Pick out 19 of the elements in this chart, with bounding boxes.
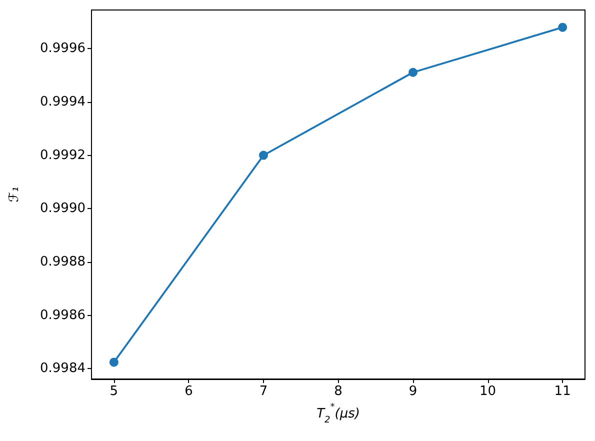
x-tick-label: 8 [334, 384, 342, 399]
point [558, 22, 568, 32]
y-tick-label: 0.9988 [40, 254, 86, 270]
point [109, 358, 118, 367]
point [408, 68, 418, 77]
x-tick-label: 5 [110, 384, 118, 399]
y-tick-label: 0.9994 [40, 94, 86, 110]
x-tick-label: 11 [554, 384, 571, 399]
x-tick-label: 9 [408, 384, 418, 399]
y-tick-label: 0.9984 [40, 361, 86, 376]
x-tick-label: 7 [259, 384, 268, 399]
y-tick-label: 0.9986 [40, 308, 86, 323]
x-tick-label: 6 [184, 384, 193, 399]
y-tick-label: 0.9990 [40, 201, 86, 216]
x-tick-label: 10 [480, 384, 496, 399]
y-axis-title: ℱ₁ [7, 186, 22, 202]
y-tick-label: 0.9992 [40, 148, 86, 163]
y-tick-label: 0.9996 [40, 41, 86, 56]
point [258, 150, 268, 160]
